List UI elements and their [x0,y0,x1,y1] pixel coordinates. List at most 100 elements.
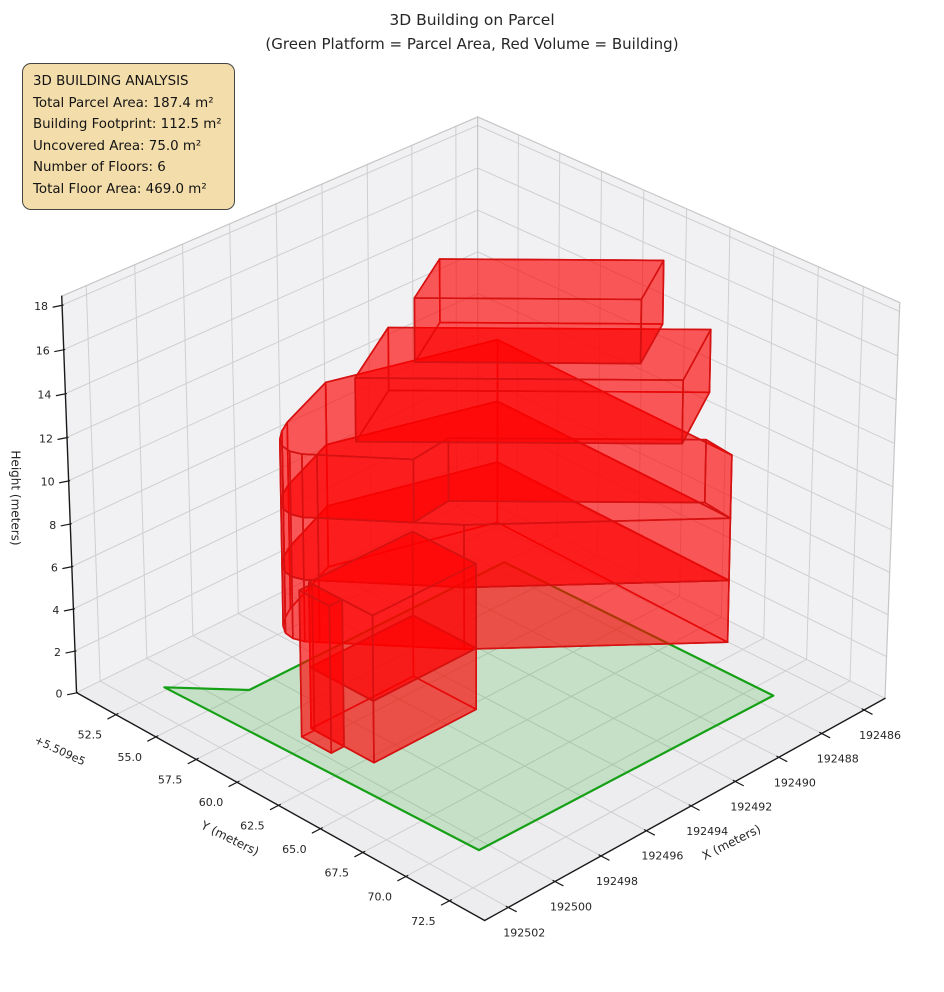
building-face-floor-4-side [316,453,415,524]
grid-line-y-wall [556,152,561,537]
y-tick-mark [440,899,452,906]
grid-line-z-wall-x [477,415,889,616]
grid-line-y-floor [195,555,598,760]
pane-wall-x [477,116,900,699]
building-face-floor-6-side [413,297,643,365]
x-tick-label: 192496 [641,850,683,863]
y-tick-mark [311,827,323,834]
z-axis-line [61,295,78,694]
y-tick-mark [147,735,159,742]
x-tick-mark [505,905,517,913]
grid-line-x-wall [181,243,194,637]
grid-line-z-wall-x [477,124,900,312]
grid-line-x-floor [282,591,692,807]
grid-line-z-wall-y [76,495,479,694]
grid-line-z-wall-y [64,209,479,395]
building-face-annex-wing-top [298,583,344,607]
building-face-floor-4-side [447,437,707,504]
building-face-floor-6-top [413,258,665,301]
grid-line-x-floor [370,548,780,758]
analysis-info-box: 3D BUILDING ANALYSIS Total Parcel Area: … [22,63,235,210]
z-tick-mark [62,565,74,570]
grid-line-y-wall [637,189,645,577]
z-tick-mark [65,650,77,654]
z-tick-label: 6 [51,561,58,574]
z-tick-label: 0 [56,688,63,701]
x-tick-label: 192500 [550,900,592,913]
building-face-floor-3-side [302,516,320,582]
building-face-floor-3-side [289,513,305,581]
building-face-annex-wing-side [298,589,333,754]
building-face-floor-3-side [463,517,732,589]
z-tick-label: 2 [54,646,61,659]
x-axis-line [483,697,886,922]
chart-subtitle: (Green Platform = Parcel Area, Red Volum… [265,35,679,53]
y-tick-label: 55.0 [118,751,143,764]
building-face-floor-4-side [703,438,733,520]
grid-line-y-floor [319,616,722,830]
grid-line-y-wall [763,246,775,639]
x-tick-mark [598,854,610,861]
z-tick-mark [59,480,71,484]
y-tick-mark [187,757,199,765]
x-tick-label: 192502 [503,926,545,939]
grid-line-y-floor [277,595,681,806]
building-face-annex-wing-side [328,598,345,754]
building-face-floor-4-side [288,450,304,519]
info-line-floors: Number of Floors: 6 [33,160,166,176]
pane-edge-top-right [477,116,901,304]
grid-line-x-floor [326,569,736,782]
info-line-heading: 3D BUILDING ANALYSIS [33,74,189,89]
y-tick-label: 57.5 [158,773,183,786]
x-tick-mark [552,879,564,887]
grid-line-z-wall-y [72,415,479,610]
grid-line-x-floor [99,680,509,908]
grid-line-z-wall-x [477,209,897,401]
z-tick-mark [55,393,67,397]
building-face-floor-3-side [317,517,465,589]
z-tick-label: 4 [52,604,59,617]
grid-line-y-wall [720,227,731,618]
grid-line-x-wall [229,223,239,615]
y-tick-label: 65.0 [282,843,307,856]
y-tick-mark [397,874,409,882]
info-line-floor-area: Total Floor Area: 469.0 m² [33,181,207,197]
grid-line-x-wall [134,264,148,659]
y-tick-mark [107,713,119,720]
grid-line-z-wall-x [477,167,899,357]
grid-line-z-wall-y [63,167,479,351]
z-tick-label: 14 [37,389,51,402]
x-tick-label: 192494 [686,825,728,838]
y-axis-line [75,691,486,922]
z-tick-mark [52,304,64,308]
grid-line-y-floor [115,515,518,716]
grid-line-z-wall-y [69,334,479,525]
x-tick-mark [819,731,831,739]
chart-title: 3D Building on Parcel [389,11,555,29]
y-tick-label: 67.5 [325,866,350,879]
grid-line-y-wall [849,286,864,682]
grid-line-z-wall-y [68,292,479,482]
title-block: 3D Building on Parcel (Green Platform = … [0,8,944,56]
z-tick-mark [54,348,66,353]
grid-line-x-floor [456,506,865,711]
x-tick-label: 192492 [730,800,772,813]
y-tick-label: 70.0 [368,890,393,903]
grid-line-y-wall [516,134,519,517]
x-tick-label: 192498 [596,875,638,888]
z-tick-label: 8 [49,519,56,532]
grid-line-y-floor [236,575,639,783]
z-axis-label: Height (meters) [8,450,22,545]
grid-line-z-wall-x [477,251,896,444]
grid-line-z-wall-x [477,292,894,488]
x-tick-mark [776,755,788,763]
grid-line-z-wall-x [477,374,891,573]
z-tick-label: 16 [36,345,50,358]
grid-line-x-wall [455,125,458,508]
x-tick-mark [861,708,873,715]
y-tick-mark [228,780,240,788]
grid-line-x-wall [321,183,328,571]
grid-line-y-floor [448,680,851,902]
